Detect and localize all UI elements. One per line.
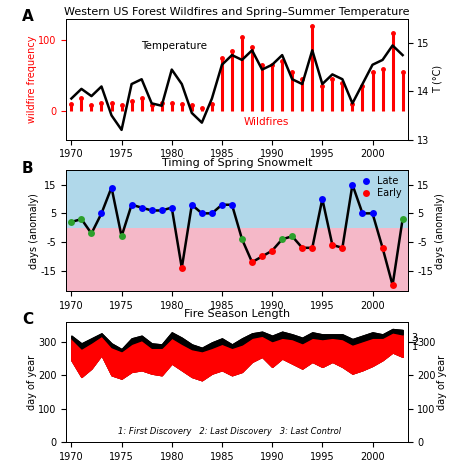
Text: Wildfires: Wildfires bbox=[244, 117, 289, 127]
Title: Fire Season Length: Fire Season Length bbox=[184, 309, 290, 319]
Text: 1: First Discovery   2: Last Discovery   3: Last Control: 1: First Discovery 2: Last Discovery 3: … bbox=[118, 427, 341, 436]
Text: 2: 2 bbox=[412, 337, 418, 347]
Title: Timing of Spring Snowmelt: Timing of Spring Snowmelt bbox=[162, 158, 312, 168]
Y-axis label: day of year: day of year bbox=[437, 354, 447, 410]
Y-axis label: T (°C): T (°C) bbox=[432, 65, 443, 93]
Legend: Late, Early: Late, Early bbox=[355, 175, 403, 199]
Text: 3: 3 bbox=[412, 333, 418, 343]
Text: B: B bbox=[22, 161, 34, 175]
Y-axis label: days (anomaly): days (anomaly) bbox=[435, 193, 445, 269]
Y-axis label: days (anomaly): days (anomaly) bbox=[29, 193, 39, 269]
Text: 1: 1 bbox=[412, 342, 418, 352]
Text: C: C bbox=[22, 312, 33, 327]
Text: A: A bbox=[22, 9, 34, 24]
Bar bbox=[66, 170, 408, 228]
Text: Temperature: Temperature bbox=[141, 41, 208, 51]
Bar bbox=[66, 228, 408, 291]
Title: Western US Forest Wildfires and Spring–Summer Temperature: Western US Forest Wildfires and Spring–S… bbox=[64, 7, 410, 17]
Y-axis label: wildfire frequency: wildfire frequency bbox=[27, 35, 37, 123]
Y-axis label: day of year: day of year bbox=[27, 354, 37, 410]
